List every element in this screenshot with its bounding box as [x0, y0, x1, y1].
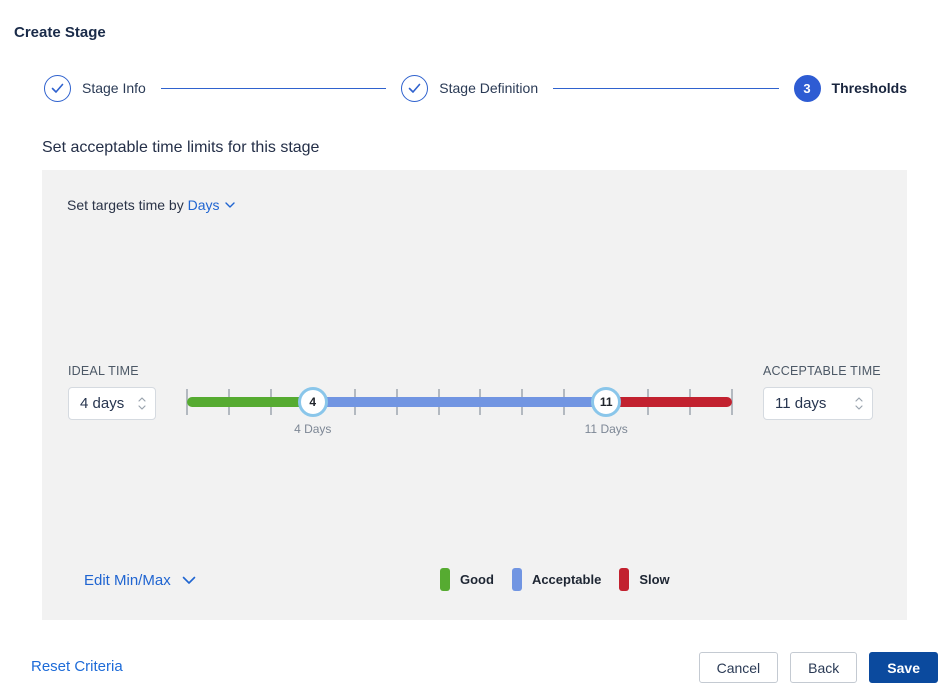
acceptable-time-field: ACCEPTABLE TIME 11 days [763, 364, 881, 420]
threshold-slider[interactable]: 4 11 4 Days 11 Days [186, 387, 733, 436]
increment-button[interactable] [138, 397, 146, 402]
reset-criteria-link[interactable]: Reset Criteria [31, 658, 123, 675]
stepper-connector [553, 87, 779, 89]
legend-label: Acceptable [531, 572, 602, 587]
decrement-button[interactable] [855, 405, 863, 410]
ideal-time-field: IDEAL TIME 4 days [68, 364, 156, 420]
step-complete-check-icon [401, 74, 429, 102]
ideal-time-spinner [138, 397, 146, 410]
decrement-button[interactable] [138, 405, 146, 410]
step-label: Thresholds [831, 80, 908, 96]
time-unit-value: Days [187, 197, 220, 213]
footer-actions: Cancel Back Save [698, 652, 938, 683]
legend-label: Good [460, 572, 494, 587]
legend-item-good: Good [440, 568, 494, 591]
acceptable-time-input[interactable]: 11 days [763, 387, 873, 420]
slider-segment-good [187, 397, 313, 407]
targets-prefix-label: Set targets time by [67, 197, 184, 213]
edit-min-max-label: Edit Min/Max [84, 572, 171, 589]
thresholds-panel: Set targets time by Days IDEAL TIME 4 da… [42, 170, 907, 620]
ideal-slider-handle[interactable]: 4 [297, 387, 328, 417]
acceptable-handle-caption: 11 Days [584, 422, 628, 436]
ideal-handle-caption: 4 Days [294, 422, 332, 436]
good-color-swatch [440, 568, 450, 591]
chevron-down-icon [182, 576, 196, 584]
legend-item-acceptable: Acceptable [511, 568, 602, 591]
stepper-step-thresholds[interactable]: 3 Thresholds [793, 74, 908, 102]
wizard-stepper: Stage Info Stage Definition 3 Thresholds [44, 74, 907, 102]
acceptable-time-label: ACCEPTABLE TIME [763, 364, 881, 378]
ideal-time-value: 4 days [80, 395, 125, 412]
step-label: Stage Definition [439, 80, 539, 96]
slow-color-swatch [619, 568, 630, 591]
acceptable-time-spinner [855, 397, 863, 410]
section-heading: Set acceptable time limits for this stag… [42, 139, 320, 156]
legend-label: Slow [639, 572, 670, 587]
stepper-step-stage-info[interactable]: Stage Info [44, 74, 146, 102]
cancel-button[interactable]: Cancel [698, 652, 779, 683]
step-label: Stage Info [82, 80, 146, 96]
acceptable-slider-handle[interactable]: 11 [591, 387, 622, 417]
page-title: Create Stage [14, 24, 106, 41]
back-button[interactable]: Back [790, 652, 858, 683]
step-number-badge: 3 [793, 74, 821, 102]
save-button[interactable]: Save [869, 652, 938, 683]
acceptable-color-swatch [511, 568, 522, 591]
acceptable-time-value: 11 days [775, 395, 827, 412]
ideal-time-input[interactable]: 4 days [68, 387, 156, 420]
slider-segment-acceptable [312, 397, 607, 407]
slider-segment-slow [606, 397, 732, 407]
time-unit-dropdown[interactable]: Days [188, 197, 235, 213]
stepper-step-stage-definition[interactable]: Stage Definition [401, 74, 539, 102]
legend-item-slow: Slow [619, 568, 670, 591]
slider-tick [731, 389, 733, 415]
threshold-legend: Good Acceptable Slow [440, 568, 670, 591]
stepper-connector [160, 87, 387, 89]
increment-button[interactable] [855, 397, 863, 402]
step-complete-check-icon [44, 74, 71, 102]
targets-bar: Set targets time by Days [67, 197, 235, 213]
edit-min-max-toggle[interactable]: Edit Min/Max [84, 572, 196, 589]
chevron-down-icon [224, 202, 235, 208]
ideal-time-label: IDEAL TIME [68, 364, 139, 378]
